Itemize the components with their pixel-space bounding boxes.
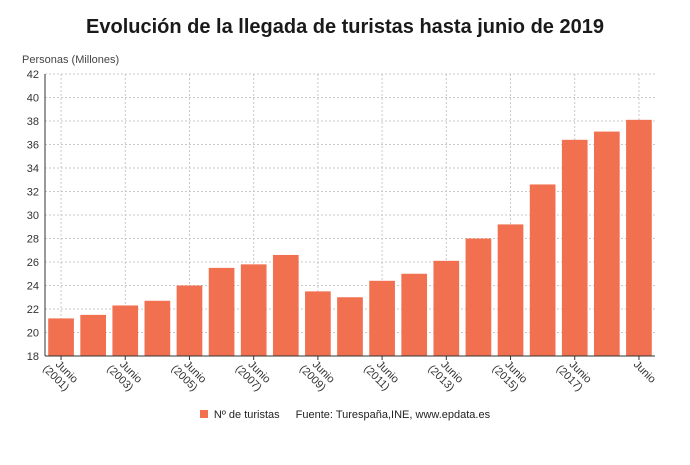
- x-tick-label: Junio(2001): [40, 354, 80, 394]
- bar: [305, 291, 331, 356]
- y-tick-label: 30: [27, 210, 39, 222]
- x-tick-label: Junio(2009): [297, 354, 337, 394]
- source-note: Fuente: Turespaña,INE, www.epdata.es: [295, 409, 491, 421]
- y-tick-label: 22: [27, 304, 39, 316]
- y-tick-label: 38: [27, 116, 39, 128]
- y-tick-label: 24: [27, 281, 39, 293]
- bar: [337, 297, 363, 356]
- bar: [176, 285, 203, 356]
- bar: [208, 267, 235, 356]
- x-tick-label: Junio(2007): [233, 354, 273, 394]
- x-tick-label: Junio(2011): [361, 354, 401, 394]
- y-tick-label: 28: [27, 234, 39, 246]
- bar: [401, 273, 428, 356]
- bar: [272, 254, 299, 356]
- x-tick-label: Junio(2003): [104, 354, 144, 394]
- bar: [240, 264, 267, 356]
- y-tick-label: 32: [27, 187, 39, 199]
- legend-series-label: Nº de turistas: [213, 409, 280, 421]
- x-tick-label: Junio: [631, 359, 658, 386]
- y-tick-label: 26: [27, 257, 39, 269]
- x-tick-label: Junio(2013): [425, 354, 465, 394]
- bar: [465, 238, 492, 356]
- x-tick-label: Junio(2005): [169, 354, 209, 394]
- bar: [144, 300, 171, 356]
- y-tick-label: 18: [27, 351, 39, 363]
- y-tick-label: 20: [27, 328, 39, 340]
- bar: [80, 314, 106, 356]
- bar: [626, 119, 652, 356]
- bar: [594, 131, 620, 356]
- y-tick-label: 36: [27, 140, 39, 152]
- x-tick-label: Junio(2017): [554, 354, 594, 394]
- bar: [433, 260, 460, 356]
- bar: [561, 139, 588, 356]
- bar: [112, 305, 139, 356]
- bar: [529, 184, 556, 356]
- y-tick-label: 40: [27, 93, 39, 105]
- y-tick-label: 42: [27, 69, 39, 81]
- chart-title: Evolución de la llegada de turistas hast…: [86, 16, 604, 38]
- y-tick-label: 34: [27, 163, 39, 175]
- y-axis-label: Personas (Millones): [22, 54, 120, 66]
- legend-swatch: [199, 410, 208, 418]
- legend: Nº de turistas Fuente: Turespaña,INE, www…: [0, 409, 690, 421]
- bar: [497, 224, 524, 356]
- bar: [48, 318, 74, 356]
- bar: [369, 280, 395, 356]
- x-tick-label: Junio(2015): [490, 354, 530, 394]
